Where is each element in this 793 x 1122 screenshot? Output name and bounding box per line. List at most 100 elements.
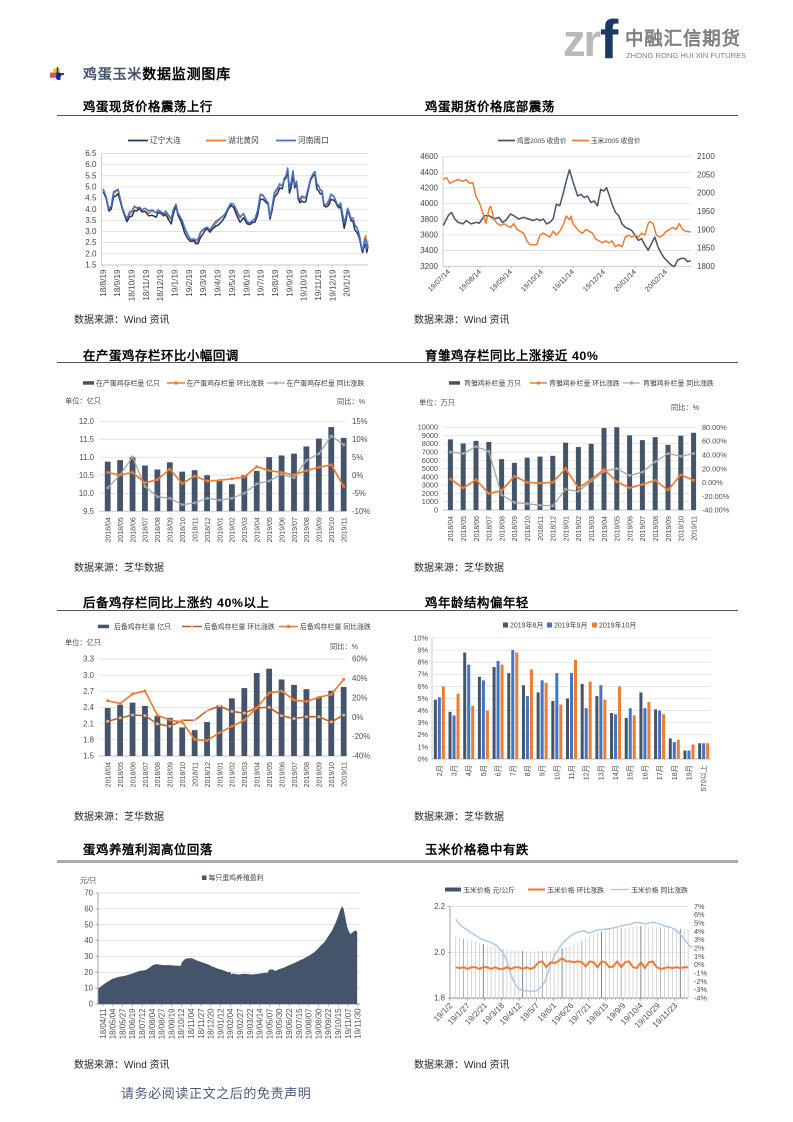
svg-text:2018/08: 2018/08: [155, 517, 162, 542]
svg-text:2019/03: 2019/03: [242, 762, 249, 787]
svg-text:2018/12: 2018/12: [205, 517, 212, 542]
svg-text:2019/08: 2019/08: [653, 516, 660, 541]
svg-text:18/08/04: 18/08/04: [148, 1008, 157, 1039]
svg-text:2.0: 2.0: [434, 948, 446, 957]
svg-text:10%: 10%: [413, 633, 428, 642]
svg-text:元/只: 元/只: [80, 876, 96, 885]
svg-text:1%: 1%: [417, 742, 428, 751]
svg-text:4400: 4400: [420, 168, 438, 177]
svg-text:1%: 1%: [694, 952, 705, 961]
svg-text:2019/01: 2019/01: [217, 762, 224, 787]
svg-text:19/08/30: 19/08/30: [314, 1008, 323, 1039]
svg-text:后备鸡存栏量 同比涨跌: 后备鸡存栏量 同比涨跌: [300, 622, 371, 631]
svg-text:7000: 7000: [422, 448, 438, 457]
svg-text:10%: 10%: [352, 435, 368, 444]
svg-text:2018/04: 2018/04: [106, 762, 113, 787]
svg-text:30: 30: [84, 952, 93, 961]
svg-text:玉米价格 同比涨跌: 玉米价格 同比涨跌: [631, 885, 688, 894]
svg-text:18/07/12: 18/07/12: [138, 1009, 147, 1040]
svg-text:2019/09: 2019/09: [317, 762, 324, 787]
svg-text:19月: 19月: [684, 765, 693, 780]
svg-text:辽宁大连: 辽宁大连: [150, 135, 181, 145]
svg-text:同比：%: 同比：%: [337, 397, 366, 406]
svg-text:4.5: 4.5: [85, 194, 97, 203]
svg-text:2018/12: 2018/12: [551, 516, 558, 541]
svg-text:18/04/11: 18/04/11: [99, 1009, 108, 1039]
svg-text:0%: 0%: [352, 713, 363, 722]
svg-text:19/11/19: 19/11/19: [314, 269, 323, 301]
svg-text:2019/11: 2019/11: [341, 762, 348, 787]
svg-text:-3%: -3%: [694, 985, 707, 994]
svg-text:19/08/07: 19/08/07: [305, 1009, 314, 1040]
svg-text:2019/04: 2019/04: [255, 517, 262, 542]
svg-text:16月: 16月: [640, 765, 649, 780]
svg-text:19/8/19: 19/8/19: [271, 269, 280, 297]
svg-text:后备鸡存栏量 亿只: 后备鸡存栏量 亿只: [114, 622, 171, 631]
svg-text:19/12/19: 19/12/19: [328, 269, 337, 301]
svg-text:18/08/27: 18/08/27: [158, 1009, 167, 1040]
svg-text:0%: 0%: [694, 960, 705, 969]
svg-text:0.00%: 0.00%: [702, 478, 723, 487]
svg-text:1850: 1850: [697, 244, 715, 253]
svg-text:19/10/19: 19/10/19: [300, 269, 309, 301]
svg-text:同比：%: 同比：%: [671, 403, 700, 412]
svg-text:-1%: -1%: [694, 968, 707, 977]
svg-text:3800: 3800: [420, 215, 438, 224]
svg-text:19/10/15: 19/10/15: [334, 1008, 343, 1039]
svg-text:2%: 2%: [694, 943, 705, 952]
svg-text:3400: 3400: [420, 246, 438, 255]
svg-text:-40.00%: -40.00%: [702, 506, 730, 515]
svg-text:5%: 5%: [417, 694, 428, 703]
svg-text:17月: 17月: [655, 765, 664, 780]
svg-text:2019/09: 2019/09: [317, 517, 324, 542]
svg-text:-20.00%: -20.00%: [702, 492, 730, 501]
svg-text:70: 70: [84, 889, 93, 898]
svg-text:2.7: 2.7: [83, 687, 94, 696]
svg-text:0%: 0%: [352, 471, 363, 480]
svg-text:2019/01: 2019/01: [217, 517, 224, 542]
svg-text:2019年8月: 2019年8月: [510, 621, 543, 630]
svg-text:60: 60: [84, 904, 93, 913]
svg-text:2019/07: 2019/07: [292, 517, 299, 542]
svg-text:19/07/15: 19/07/15: [295, 1008, 304, 1039]
svg-text:2019/10: 2019/10: [679, 516, 686, 541]
svg-text:11月: 11月: [567, 765, 576, 780]
svg-text:3.0: 3.0: [83, 671, 95, 680]
svg-text:19/3/19: 19/3/19: [199, 269, 208, 297]
svg-text:2018/08: 2018/08: [499, 516, 506, 541]
svg-text:2019/10: 2019/10: [329, 762, 336, 787]
svg-text:-4%: -4%: [694, 993, 707, 1002]
svg-text:19/08/14: 19/08/14: [457, 267, 483, 293]
svg-text:6%: 6%: [694, 910, 705, 919]
svg-text:20%: 20%: [352, 693, 368, 702]
svg-text:2018/08: 2018/08: [155, 762, 162, 787]
svg-text:20/01/14: 20/01/14: [612, 267, 638, 293]
svg-text:19/06/22: 19/06/22: [285, 1009, 294, 1040]
svg-text:2018/12: 2018/12: [205, 762, 212, 787]
svg-text:15%: 15%: [352, 417, 368, 426]
svg-text:6.0: 6.0: [85, 160, 97, 169]
svg-text:9月: 9月: [538, 765, 547, 776]
svg-text:4%: 4%: [417, 706, 428, 715]
svg-text:18/05/04: 18/05/04: [109, 1008, 118, 1039]
svg-text:鸡蛋2005 收盘价: 鸡蛋2005 收盘价: [517, 136, 567, 145]
svg-text:19/07/14: 19/07/14: [426, 267, 452, 293]
svg-text:19/11/30: 19/11/30: [354, 1008, 363, 1039]
svg-text:湖北黄冈: 湖北黄冈: [228, 135, 259, 145]
svg-text:10月: 10月: [552, 765, 561, 780]
svg-text:3%: 3%: [417, 718, 428, 727]
svg-text:2月: 2月: [435, 765, 444, 776]
svg-text:4000: 4000: [422, 472, 438, 481]
svg-text:河南周口: 河南周口: [298, 135, 329, 145]
svg-text:19/01/12: 19/01/12: [216, 1009, 225, 1040]
svg-text:在产蛋鸡存栏量 环比涨跌: 在产蛋鸡存栏量 环比涨跌: [187, 379, 265, 388]
svg-text:18/12/20: 18/12/20: [207, 1008, 216, 1039]
svg-text:5%: 5%: [352, 453, 363, 462]
svg-text:18/10/12: 18/10/12: [177, 1009, 186, 1040]
svg-text:19/04/14: 19/04/14: [256, 1008, 265, 1039]
svg-text:19/10/14: 19/10/14: [519, 267, 545, 293]
svg-text:19/6/19: 19/6/19: [242, 269, 251, 297]
svg-text:2018/05: 2018/05: [118, 517, 125, 542]
svg-text:2.0: 2.0: [85, 249, 97, 258]
svg-text:2.1: 2.1: [83, 719, 94, 728]
